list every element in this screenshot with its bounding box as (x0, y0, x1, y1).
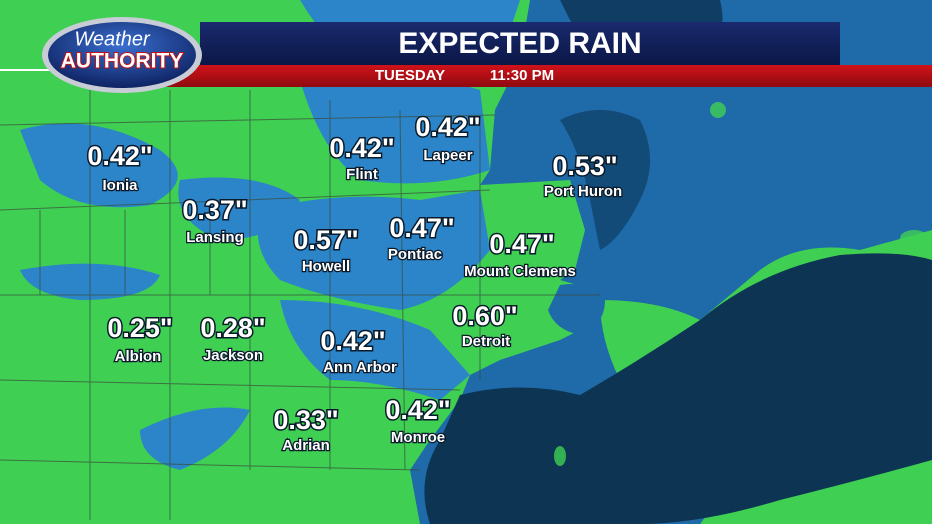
rain-amount: 0.47" (389, 213, 454, 243)
city-name: Albion (115, 348, 162, 365)
land-highlights (554, 102, 928, 466)
rain-amount: 0.42" (87, 141, 152, 171)
logo-bottom: AUTHORITY (61, 50, 184, 73)
rain-amount: 0.47" (489, 229, 554, 259)
lake (548, 284, 605, 335)
city-name: Adrian (282, 437, 330, 454)
city-name: Port Huron (544, 183, 622, 200)
city-name: Howell (302, 258, 350, 275)
city-name: Ann Arbor (323, 359, 397, 376)
rain-amount: 0.25" (107, 313, 172, 343)
rain-amount: 0.42" (320, 326, 385, 356)
title-bar (200, 22, 840, 65)
city-name: Ionia (102, 177, 138, 194)
day: TUESDAY (375, 67, 445, 84)
rain-amount: 0.42" (415, 112, 480, 142)
logo (48, 22, 196, 88)
lake-dark (560, 110, 650, 250)
rain-amount: 0.60" (452, 301, 517, 331)
time: 11:30 PM (490, 67, 554, 84)
city-name: Jackson (203, 347, 263, 364)
county-lines (0, 90, 600, 520)
subtitle-bar (150, 65, 932, 87)
city-name: Lapeer (423, 147, 472, 164)
rain-amount: 0.37" (182, 195, 247, 225)
lake-erie (424, 253, 932, 524)
rain-amount: 0.57" (293, 225, 358, 255)
labels: 0.42" Ionia 0.37" Lansing 0.42" Flint 0.42" Lap… (86, 111, 624, 456)
city-name: Monroe (391, 429, 445, 446)
city-name: Detroit (462, 333, 510, 350)
rain-amount: 0.42" (385, 395, 450, 425)
logo-top: Weather (74, 28, 151, 50)
rain-amount: 0.53" (552, 151, 617, 181)
rain-amount: 0.28" (200, 313, 265, 343)
city-name: Flint (346, 166, 378, 183)
city-name: Lansing (186, 229, 244, 246)
city-name: Mount Clemens (464, 263, 576, 280)
title: EXPECTED RAIN (398, 27, 641, 60)
rain-amount: 0.42" (329, 133, 394, 163)
rain-amount: 0.33" (273, 405, 338, 435)
city-name: Pontiac (388, 246, 442, 263)
